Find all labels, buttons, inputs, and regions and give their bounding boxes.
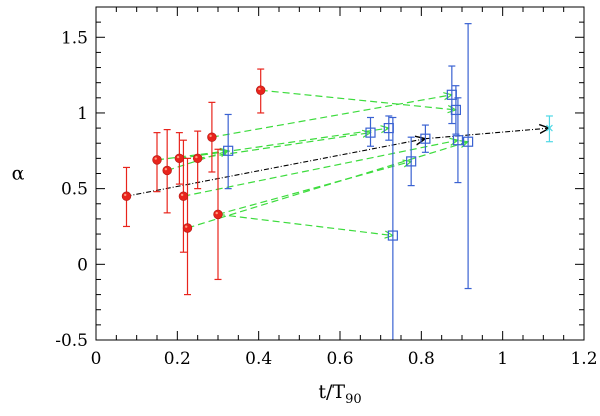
x-tick-label: 0	[91, 349, 102, 369]
data-point-circle	[152, 155, 162, 165]
data-markers	[121, 85, 553, 241]
plot-frame	[95, 6, 585, 341]
trend-arrow	[425, 128, 549, 140]
data-point-circle	[213, 209, 223, 220]
data-point-highlight	[195, 155, 198, 159]
evolution-arrow	[183, 140, 458, 197]
data-point-highlight	[180, 193, 184, 197]
evolution-arrow	[179, 128, 388, 159]
data-point-square	[223, 145, 234, 156]
error-bars	[123, 23, 553, 340]
evolution-arrow	[156, 151, 228, 161]
data-point-circle	[192, 153, 203, 164]
evolution-arrows	[126, 89, 550, 235]
data-point-circle	[121, 191, 132, 201]
x-tick-label: 1	[497, 349, 508, 369]
evolution-arrow	[217, 161, 411, 215]
data-point-square	[452, 135, 464, 146]
x-axis-label: t/T90	[318, 381, 361, 407]
y-tick-label: 0	[77, 255, 88, 275]
y-axis-label: α	[12, 163, 25, 185]
y-tick-label: 0.5	[61, 180, 88, 200]
trend-arrow	[126, 139, 426, 197]
evolution-arrow	[187, 142, 469, 229]
data-point-highlight	[209, 134, 212, 138]
x-tick-label: 0.4	[245, 349, 272, 369]
tick-labels: 0 0.2 0.4 0.6 0.8 1 1.2-0.500.511.5	[55, 28, 597, 369]
y-tick-label: 1.5	[61, 28, 88, 48]
evolution-arrow	[211, 95, 452, 138]
y-tick-label: 1	[77, 104, 88, 124]
evolution-arrow	[217, 213, 393, 235]
data-point-circle	[207, 132, 217, 142]
data-point-highlight	[124, 193, 127, 197]
data-point-square	[365, 127, 376, 138]
data-point-circle	[174, 153, 185, 164]
axis-ticks	[95, 7, 585, 341]
data-point-square	[387, 230, 398, 241]
data-point-highlight	[215, 211, 218, 215]
y-tick-label: -0.5	[55, 331, 88, 351]
data-point-highlight	[176, 155, 180, 159]
data-point-cross	[546, 124, 553, 132]
data-point-square	[383, 122, 394, 134]
data-point-highlight	[258, 87, 261, 91]
data-point-square	[446, 89, 457, 100]
x-axis-label-main: t/T	[318, 381, 345, 403]
data-point-square	[420, 133, 431, 144]
x-tick-label: 1.2	[570, 349, 597, 369]
evolution-arrow	[197, 133, 371, 159]
x-tick-label: 0.6	[326, 349, 353, 369]
data-point-highlight	[185, 225, 188, 228]
data-point-square	[450, 104, 461, 116]
data-point-square	[463, 136, 474, 147]
data-point-circle	[178, 191, 189, 201]
x-tick-label: 0.8	[408, 349, 435, 369]
x-tick-label: 0.2	[164, 349, 191, 369]
x-axis-label-subscript: 90	[345, 392, 362, 407]
data-point-circle	[182, 223, 193, 233]
data-point-circle	[256, 85, 266, 95]
data-point-highlight	[154, 157, 157, 160]
data-point-highlight	[164, 167, 168, 171]
evolution-arrow	[260, 89, 456, 110]
data-point-circle	[162, 165, 172, 176]
data-point-square	[406, 156, 417, 167]
